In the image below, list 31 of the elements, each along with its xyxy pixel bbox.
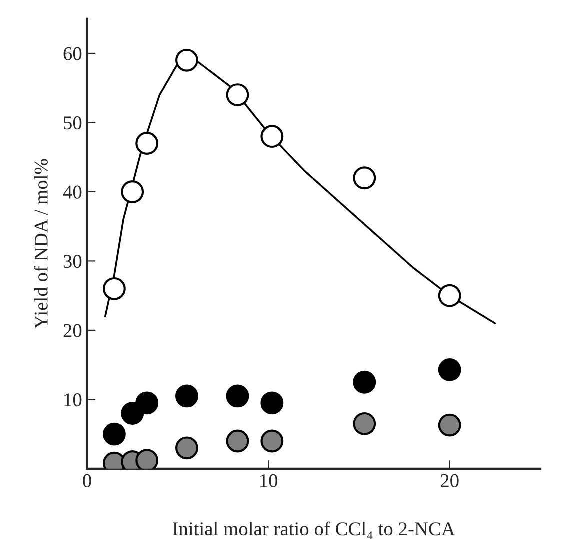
x-axis-title: Initial molar ratio of CCl₄ to 2-NCA (172, 522, 456, 539)
point (438, 358, 462, 382)
y-tick-label: 10 (64, 394, 82, 407)
point (176, 48, 198, 72)
point (102, 277, 126, 300)
point (121, 180, 144, 204)
point (438, 414, 462, 437)
x-tick-label: 20 (440, 474, 459, 488)
point (260, 430, 284, 453)
point (102, 422, 126, 446)
point (226, 430, 250, 453)
point (226, 84, 250, 106)
x-tick-label: 0 (83, 474, 92, 488)
y-tick-label: 30 (64, 255, 82, 268)
y-tick-label: 40 (63, 186, 82, 199)
y-axis-title: Yield of NDA / mol% (34, 159, 48, 330)
point (260, 125, 284, 148)
point (438, 284, 462, 308)
point (353, 370, 376, 394)
point (176, 384, 198, 408)
point (176, 436, 198, 460)
point (353, 412, 376, 436)
y-tick-label: 60 (64, 47, 82, 60)
point (353, 166, 376, 190)
point (226, 384, 250, 408)
point (260, 392, 284, 415)
point (136, 132, 159, 155)
point (136, 392, 159, 415)
x-tick-label: 10 (260, 474, 278, 488)
y-tick-label: 50 (64, 116, 82, 130)
y-tick-label: 20 (64, 324, 82, 338)
